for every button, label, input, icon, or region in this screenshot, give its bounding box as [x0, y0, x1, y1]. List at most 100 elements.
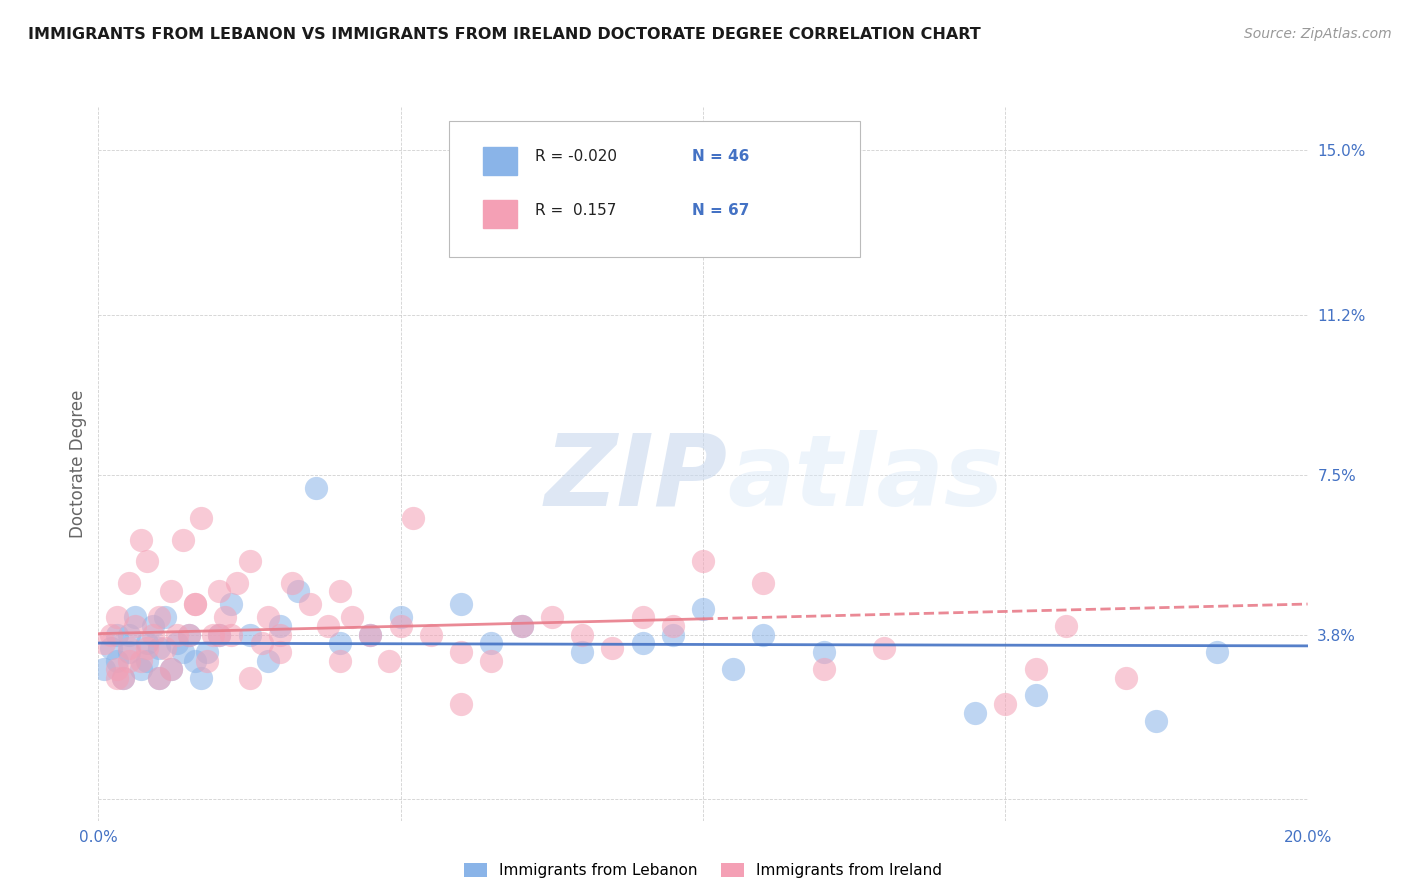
- Point: [510, 619, 533, 633]
- Point: [129, 533, 152, 547]
- Point: [190, 511, 212, 525]
- Point: [208, 584, 231, 599]
- Point: [1024, 688, 1046, 702]
- Point: [994, 697, 1017, 711]
- Point: [153, 610, 176, 624]
- Point: [965, 706, 987, 720]
- Point: [873, 640, 896, 655]
- Point: [160, 662, 183, 676]
- Point: [721, 662, 744, 676]
- Point: [111, 671, 134, 685]
- Point: [148, 671, 170, 685]
- Point: [111, 671, 134, 685]
- Point: [184, 598, 207, 612]
- Point: [226, 575, 249, 590]
- Point: [389, 610, 412, 624]
- Text: N = 46: N = 46: [692, 150, 749, 164]
- Point: [105, 654, 128, 668]
- Bar: [482, 201, 517, 228]
- Point: [135, 554, 157, 568]
- Point: [148, 610, 170, 624]
- Point: [172, 645, 194, 659]
- Point: [389, 619, 412, 633]
- Point: [239, 671, 262, 685]
- Point: [1024, 662, 1046, 676]
- Point: [540, 610, 562, 624]
- Point: [129, 662, 152, 676]
- Text: N = 67: N = 67: [692, 203, 749, 218]
- Point: [450, 598, 472, 612]
- Point: [813, 645, 835, 659]
- Point: [160, 662, 183, 676]
- Point: [153, 640, 176, 655]
- Point: [166, 628, 188, 642]
- Point: [221, 628, 243, 642]
- Point: [1054, 619, 1077, 633]
- Point: [481, 654, 503, 668]
- Text: ZIP: ZIP: [544, 430, 727, 526]
- Point: [195, 645, 218, 659]
- Point: [360, 628, 382, 642]
- Point: [329, 584, 352, 599]
- Point: [184, 654, 207, 668]
- Point: [118, 575, 141, 590]
- Text: R =  0.157: R = 0.157: [534, 203, 616, 218]
- Point: [269, 619, 291, 633]
- Point: [239, 628, 262, 642]
- Point: [299, 598, 322, 612]
- Point: [377, 654, 399, 668]
- Point: [190, 671, 212, 685]
- Point: [166, 636, 188, 650]
- Point: [510, 619, 533, 633]
- Point: [419, 628, 441, 642]
- Point: [105, 671, 128, 685]
- Point: [118, 628, 141, 642]
- Point: [661, 628, 683, 642]
- Point: [481, 636, 503, 650]
- Point: [752, 628, 775, 642]
- Point: [256, 610, 278, 624]
- Text: IMMIGRANTS FROM LEBANON VS IMMIGRANTS FROM IRELAND DOCTORATE DEGREE CORRELATION : IMMIGRANTS FROM LEBANON VS IMMIGRANTS FR…: [28, 27, 981, 42]
- Point: [100, 640, 122, 655]
- Point: [631, 636, 654, 650]
- Point: [329, 654, 352, 668]
- Point: [287, 584, 309, 599]
- Point: [160, 584, 183, 599]
- Point: [148, 640, 170, 655]
- Point: [93, 662, 115, 676]
- Point: [124, 610, 146, 624]
- Point: [202, 628, 225, 642]
- Point: [177, 628, 201, 642]
- Point: [124, 619, 146, 633]
- Point: [177, 628, 201, 642]
- Y-axis label: Doctorate Degree: Doctorate Degree: [69, 390, 87, 538]
- Bar: [482, 147, 517, 175]
- Point: [752, 575, 775, 590]
- Point: [142, 619, 165, 633]
- Point: [256, 654, 278, 668]
- Text: R = -0.020: R = -0.020: [534, 150, 617, 164]
- Point: [661, 619, 683, 633]
- Text: Source: ZipAtlas.com: Source: ZipAtlas.com: [1244, 27, 1392, 41]
- Point: [305, 481, 328, 495]
- Point: [316, 619, 339, 633]
- Point: [148, 671, 170, 685]
- Point: [1115, 671, 1137, 685]
- Point: [281, 575, 304, 590]
- Point: [269, 628, 291, 642]
- Point: [208, 628, 231, 642]
- Point: [135, 640, 157, 655]
- Point: [142, 628, 165, 642]
- Point: [184, 598, 207, 612]
- Point: [105, 662, 128, 676]
- Point: [1144, 714, 1167, 728]
- Point: [239, 554, 262, 568]
- Point: [105, 610, 128, 624]
- Point: [250, 636, 273, 650]
- Point: [269, 645, 291, 659]
- Point: [402, 511, 425, 525]
- Point: [692, 554, 714, 568]
- Point: [360, 628, 382, 642]
- Point: [571, 645, 593, 659]
- Point: [342, 610, 364, 624]
